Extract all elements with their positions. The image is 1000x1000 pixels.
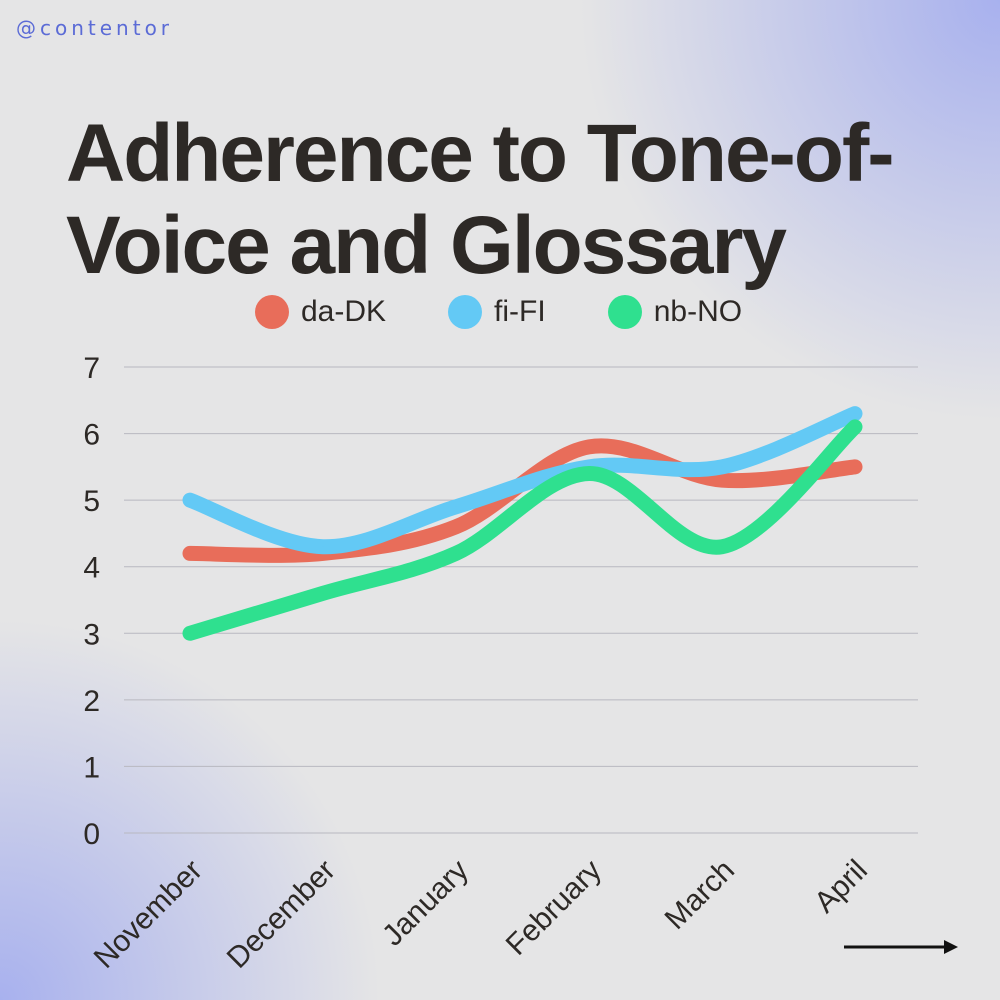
- data-point-da-dk-january: [455, 526, 457, 528]
- data-point-nb-no-december: [322, 592, 324, 594]
- y-tick-label: 5: [83, 485, 100, 518]
- x-tick-label: March: [659, 854, 741, 936]
- series-line-fi-fi: [182, 406, 863, 555]
- legend-label-nb-no: nb-NO: [653, 295, 743, 328]
- brand-handle[interactable]: @contentor: [16, 16, 174, 40]
- legend-item-nb-no: nb-NO: [607, 295, 743, 329]
- data-point-nb-no-march: [721, 546, 723, 548]
- legend-item-da-dk: da-DK: [255, 295, 386, 329]
- y-tick-label: 0: [83, 818, 100, 851]
- x-tick-label: January: [376, 854, 475, 953]
- legend-swatch-da-dk: [255, 295, 289, 329]
- data-point-nb-no-february: [588, 473, 590, 475]
- x-tick-label: April: [808, 854, 874, 920]
- data-point-da-dk-april: [854, 466, 856, 468]
- y-tick-label: 2: [83, 685, 100, 718]
- data-point-fi-fi-april: [854, 413, 856, 415]
- y-tick-label: 4: [83, 552, 100, 585]
- x-tick-label: February: [500, 854, 608, 962]
- data-point-fi-fi-march: [721, 466, 723, 468]
- data-point-fi-fi-january: [455, 506, 457, 508]
- data-point-da-dk-november: [189, 552, 191, 554]
- legend-swatch-nb-no: [607, 295, 642, 329]
- legend-label-fi-fi: fi-FI: [494, 295, 546, 328]
- data-point-da-dk-february: [588, 446, 590, 448]
- x-tick-label: December: [221, 854, 342, 975]
- data-point-fi-fi-november: [189, 499, 191, 501]
- data-point-nb-no-april: [854, 426, 856, 428]
- y-tick-label: 1: [83, 751, 100, 784]
- legend-item-fi-fi: fi-FI: [448, 295, 546, 329]
- legend-label-da-dk: da-DK: [301, 295, 387, 328]
- data-point-nb-no-january: [455, 552, 457, 554]
- y-tick-label: 3: [83, 618, 100, 651]
- chart-title: Adherence to Tone-of-Voice and Glossary: [66, 108, 895, 291]
- series-line-nb-no: [182, 419, 863, 641]
- data-point-nb-no-november: [189, 632, 191, 634]
- y-tick-label: 6: [83, 419, 100, 452]
- x-tick-label: November: [88, 854, 209, 975]
- next-arrow-icon[interactable]: [842, 934, 962, 962]
- chart-legend: da-DK fi-FI nb-NO: [255, 292, 804, 332]
- data-point-fi-fi-december: [322, 546, 324, 548]
- legend-swatch-fi-fi: [448, 295, 483, 329]
- y-tick-label: 7: [83, 352, 100, 385]
- data-point-da-dk-march: [721, 479, 723, 481]
